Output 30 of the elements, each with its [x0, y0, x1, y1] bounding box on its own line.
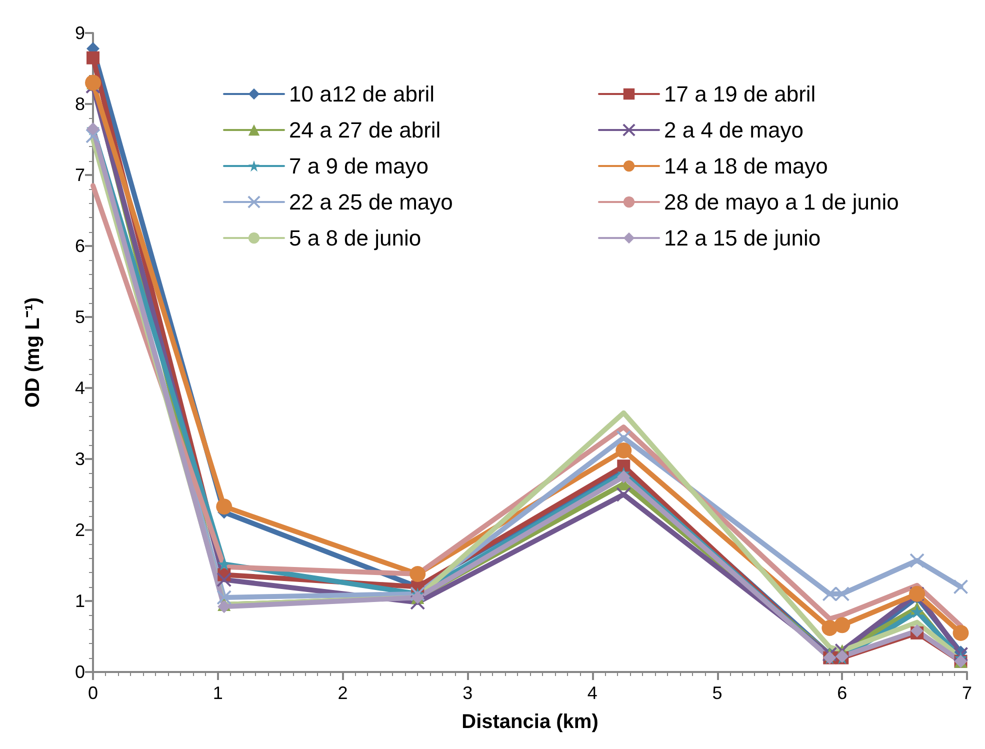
y-tick-label: 4: [74, 378, 85, 398]
legend-label: 7 a 9 de mayo: [289, 154, 428, 178]
y-tick-label: 6: [74, 236, 85, 256]
x-tick-label: 4: [587, 683, 598, 703]
y-tick-label: 3: [74, 449, 85, 469]
legend-label: 17 a 19 de abril: [664, 82, 816, 106]
y-tick-label: 9: [74, 23, 85, 43]
legend-label: 12 a 15 de junio: [664, 226, 821, 250]
legend-label: 14 a 18 de mayo: [664, 154, 828, 178]
x-tick-label: 6: [837, 683, 848, 703]
x-tick-label: 0: [88, 683, 98, 703]
x-tick-label: 2: [338, 683, 348, 703]
legend-label: 2 a 4 de mayo: [664, 118, 804, 142]
legend-label: 22 a 25 de mayo: [289, 190, 453, 214]
x-tick-label: 1: [212, 683, 223, 703]
legend-label: 5 a 8 de junio: [289, 226, 422, 250]
x-axis-title: Distancia (km): [462, 711, 598, 733]
y-axis-title: OD (mg L⁻¹): [22, 297, 44, 408]
y-tick-label: 1: [74, 591, 85, 611]
x-tick-label: 5: [712, 683, 722, 703]
legend-label: 24 a 27 de abril: [289, 118, 441, 142]
legend-label: 10 a12 de abril: [289, 82, 435, 106]
y-tick-label: 2: [74, 520, 85, 540]
legend-label: 28 de mayo a 1 de junio: [664, 190, 899, 214]
y-tick-label: 5: [74, 307, 85, 327]
x-tick-label: 7: [962, 683, 972, 703]
x-tick-label: 3: [462, 683, 473, 703]
y-tick-label: 0: [74, 662, 85, 682]
y-tick-label: 7: [74, 165, 85, 185]
y-tick-label: 8: [74, 94, 85, 114]
